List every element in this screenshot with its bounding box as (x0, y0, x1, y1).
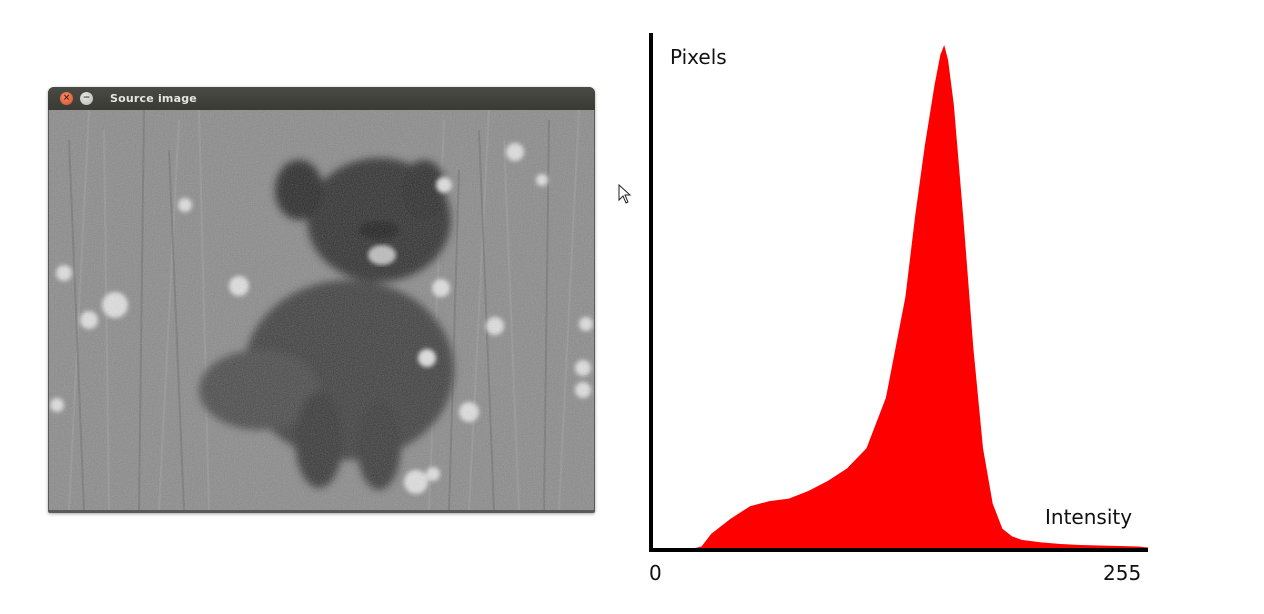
histogram-svg (649, 33, 1148, 552)
close-icon[interactable]: × (60, 92, 73, 105)
source-image (49, 110, 594, 510)
y-axis-label: Pixels (670, 45, 727, 69)
mouse-cursor-icon (618, 184, 632, 204)
window-titlebar[interactable]: × − Source image (48, 87, 595, 110)
x-tick-min: 0 (649, 561, 662, 585)
x-tick-max: 255 (1103, 561, 1142, 585)
histogram-chart: Pixels Intensity 0 255 (600, 0, 1264, 614)
x-axis-label: Intensity (1045, 505, 1133, 529)
source-image-window: × − Source image (48, 87, 595, 513)
dog-photo (49, 110, 594, 510)
minimize-icon[interactable]: − (80, 92, 93, 105)
window-title: Source image (110, 92, 197, 105)
histogram-area (653, 45, 1148, 549)
